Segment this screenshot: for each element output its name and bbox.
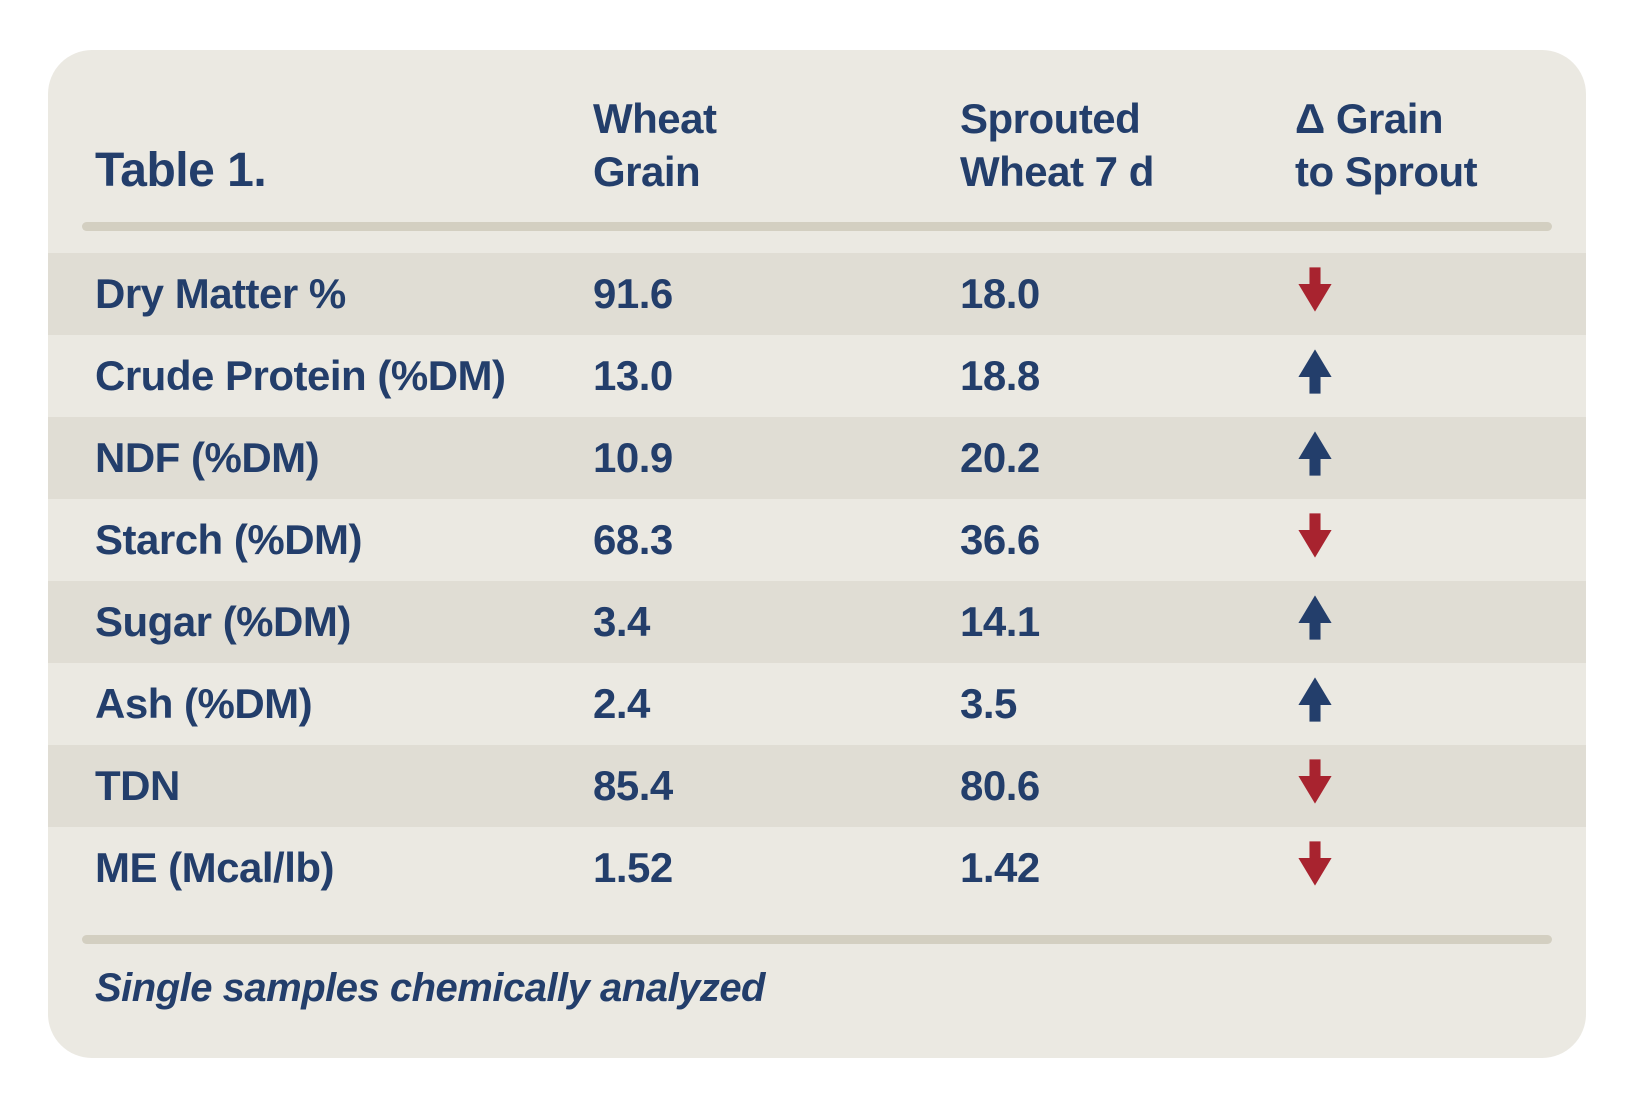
- wheat-grain-value: 10.9: [593, 434, 673, 481]
- table-row-ash: Ash (%DM) 2.4 3.5: [48, 663, 1586, 745]
- sprouted-wheat-value: 3.5: [960, 680, 1017, 727]
- change-arrow-icon: [1295, 840, 1335, 887]
- sprouted-wheat-value: 20.2: [960, 434, 1040, 481]
- table-header-row: Table 1. Wheat Grain Sprouted Wheat 7 d …: [48, 50, 1586, 222]
- column-header-line: Sprouted: [960, 95, 1141, 142]
- sprouted-wheat-value: 18.8: [960, 352, 1040, 399]
- table-row-starch: Starch (%DM) 68.3 36.6: [48, 499, 1586, 581]
- change-arrow-icon: [1295, 266, 1335, 313]
- table-title: Table 1.: [95, 144, 267, 197]
- table-footnote: Single samples chemically analyzed: [95, 966, 766, 1010]
- wheat-grain-value: 1.52: [593, 844, 673, 891]
- row-label: ME (Mcal/lb): [95, 844, 335, 891]
- wheat-grain-value: 68.3: [593, 516, 673, 563]
- wheat-grain-value: 13.0: [593, 352, 673, 399]
- column-header-delta-grain-to-sprout: Δ Grain to Sprout: [1295, 92, 1586, 198]
- table-row-dry-matter: Dry Matter % 91.6 18.0: [48, 253, 1586, 335]
- row-label: NDF (%DM): [95, 434, 320, 481]
- column-header-line: to Sprout: [1295, 148, 1478, 195]
- table-row-me: ME (Mcal/lb) 1.52 1.42: [48, 827, 1586, 909]
- table-row-ndf: NDF (%DM) 10.9 20.2: [48, 417, 1586, 499]
- column-header-wheat-grain: Wheat Grain: [593, 92, 960, 198]
- header-divider: [82, 222, 1552, 231]
- table-row-tdn: TDN 85.4 80.6: [48, 745, 1586, 827]
- column-header-line: Δ Grain: [1295, 95, 1444, 142]
- wheat-grain-value: 91.6: [593, 270, 673, 317]
- sprouted-wheat-value: 1.42: [960, 844, 1040, 891]
- sprouted-wheat-value: 80.6: [960, 762, 1040, 809]
- column-header-line: Wheat: [593, 95, 717, 142]
- change-arrow-icon: [1295, 512, 1335, 559]
- sprouted-wheat-value: 36.6: [960, 516, 1040, 563]
- change-arrow-icon: [1295, 758, 1335, 805]
- row-label: Dry Matter %: [95, 270, 346, 317]
- wheat-grain-value: 2.4: [593, 680, 650, 727]
- change-arrow-icon: [1295, 676, 1335, 723]
- column-header-sprouted-wheat: Sprouted Wheat 7 d: [960, 92, 1295, 198]
- row-label: Sugar (%DM): [95, 598, 351, 645]
- footer-divider: [82, 935, 1552, 944]
- table-body: Dry Matter % 91.6 18.0 Crude Protein (%D…: [48, 253, 1586, 909]
- sprouted-wheat-value: 18.0: [960, 270, 1040, 317]
- change-arrow-icon: [1295, 348, 1335, 395]
- sprouted-wheat-value: 14.1: [960, 598, 1040, 645]
- column-header-line: Wheat 7 d: [960, 148, 1154, 195]
- row-label: Starch (%DM): [95, 516, 363, 563]
- row-label: TDN: [95, 762, 180, 809]
- column-header-line: Grain: [593, 148, 701, 195]
- table-row-sugar: Sugar (%DM) 3.4 14.1: [48, 581, 1586, 663]
- change-arrow-icon: [1295, 594, 1335, 641]
- row-label: Ash (%DM): [95, 680, 313, 727]
- table-row-crude-protein: Crude Protein (%DM) 13.0 18.8: [48, 335, 1586, 417]
- wheat-grain-value: 3.4: [593, 598, 650, 645]
- change-arrow-icon: [1295, 430, 1335, 477]
- wheat-grain-value: 85.4: [593, 762, 673, 809]
- row-label: Crude Protein (%DM): [95, 352, 506, 399]
- table-card: Table 1. Wheat Grain Sprouted Wheat 7 d …: [48, 50, 1586, 1058]
